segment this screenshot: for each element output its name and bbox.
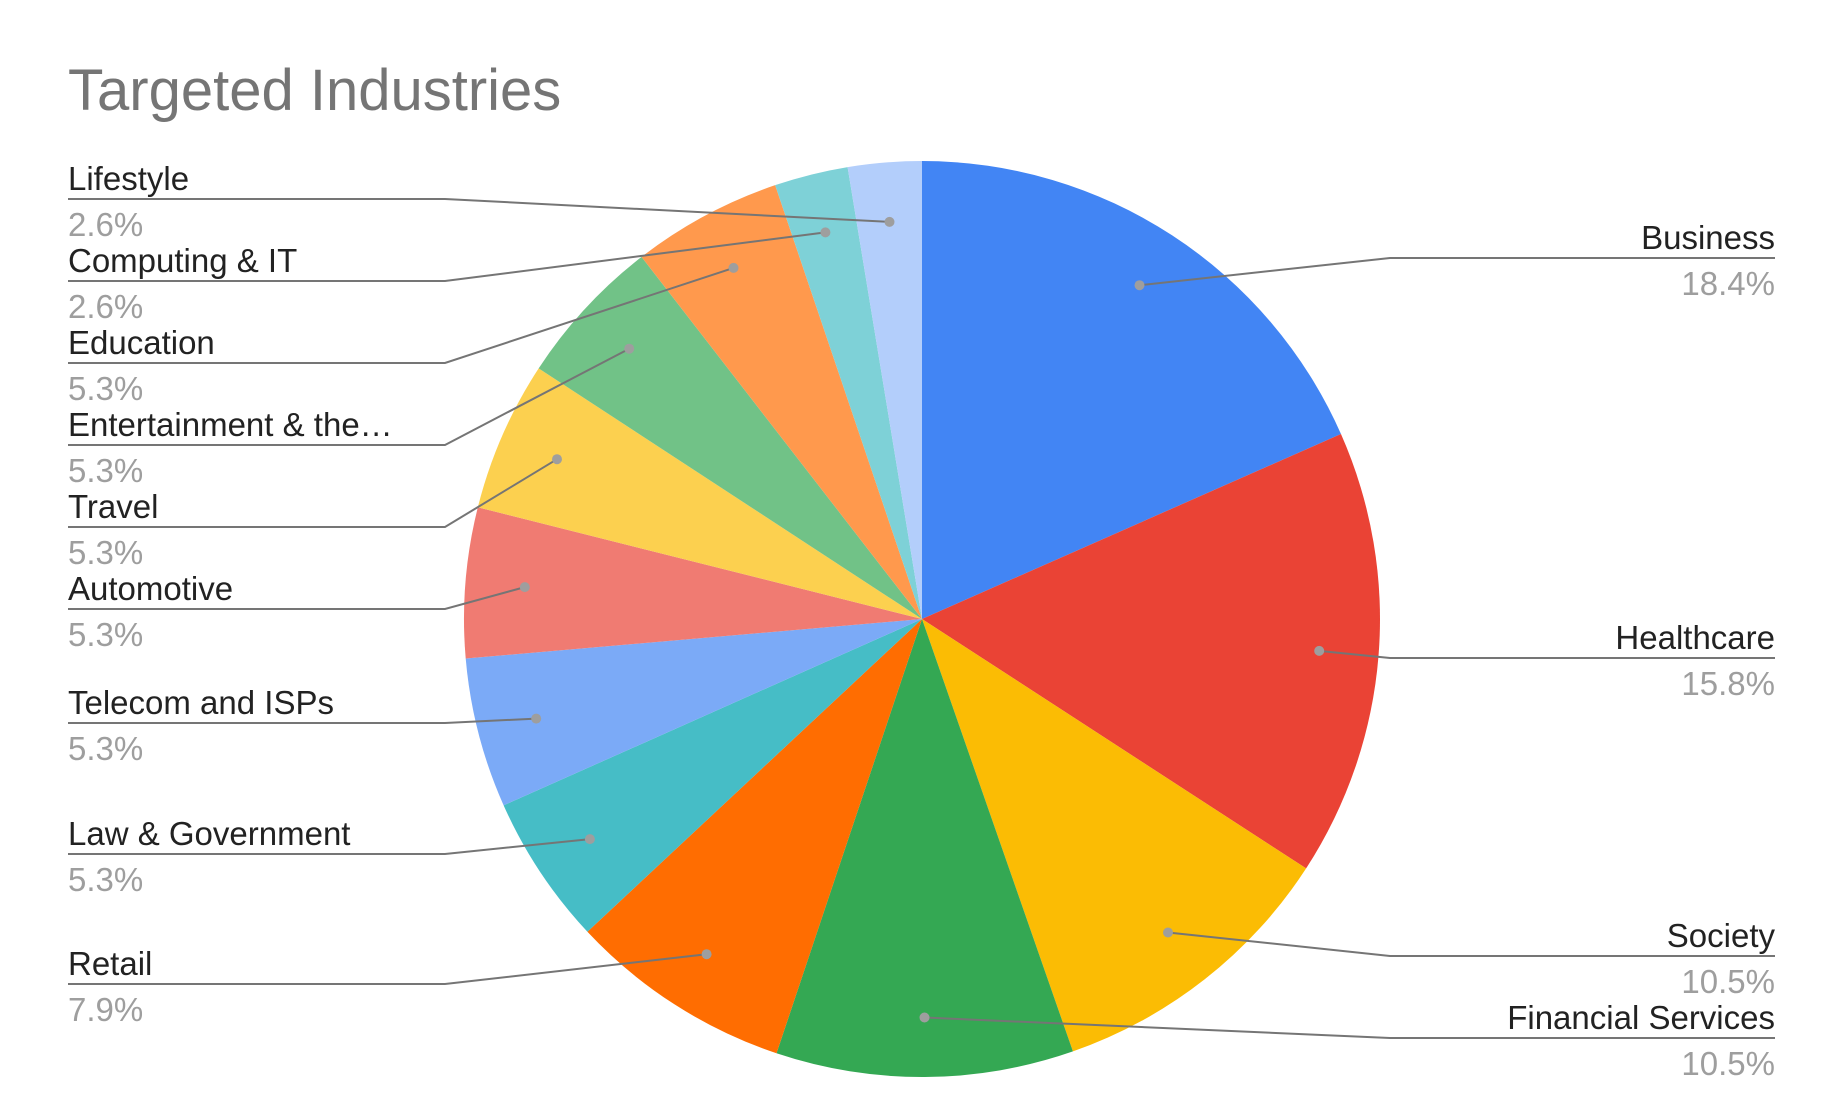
leader-dot-healthcare <box>1314 645 1325 656</box>
slice-labels: Business 18.4% Healthcare 15.8% Society 10.5%… <box>68 160 1775 1082</box>
slice-percent-society: 10.5% <box>1681 963 1775 1000</box>
leader-line-entertainment-the <box>68 347 630 446</box>
leader-dot-entertainment-the <box>624 343 635 354</box>
leader-line-computing-it <box>68 231 826 282</box>
slice-label-entertainment-the: Entertainment & the… <box>68 406 393 443</box>
chart-title: Targeted Industries <box>68 58 561 123</box>
pie-slices <box>463 161 1381 1078</box>
leader-line-law-government <box>68 838 591 855</box>
slice-retail[interactable] <box>587 619 922 1054</box>
leader-dot-society <box>1163 927 1173 938</box>
leader-dot-computing-it <box>820 227 831 238</box>
slice-business[interactable] <box>922 161 1341 619</box>
leader-dot-automotive <box>519 582 530 593</box>
slice-percent-entertainment-the: 5.3% <box>68 452 143 489</box>
slice-law-government[interactable] <box>503 619 922 932</box>
leader-dot-education <box>728 262 739 273</box>
slice-label-education: Education <box>68 324 215 361</box>
leader-line-telecom-and-isps <box>68 717 537 724</box>
leader-dot-telecom-and-isps <box>531 713 542 724</box>
leader-line-business <box>1139 257 1775 287</box>
slice-computing-it[interactable] <box>775 167 922 619</box>
leader-line-financial-services <box>924 1016 1775 1039</box>
slice-percent-healthcare: 15.8% <box>1681 665 1775 702</box>
leader-dot-law-government <box>584 834 595 845</box>
leader-line-society <box>1167 931 1775 957</box>
leader-dot-financial-services <box>919 1012 930 1023</box>
leader-line-lifestyle <box>68 198 890 223</box>
slice-label-society: Society <box>1667 917 1776 954</box>
slice-percent-computing-it: 2.6% <box>68 288 143 325</box>
slice-education[interactable] <box>641 185 922 619</box>
slice-automotive[interactable] <box>463 507 922 659</box>
leader-line-healthcare <box>1319 649 1775 659</box>
slice-entertainment-the[interactable] <box>538 256 922 619</box>
slice-label-computing-it: Computing & IT <box>68 242 297 279</box>
slice-percent-lifestyle: 2.6% <box>68 206 143 243</box>
slice-percent-telecom-and-isps: 5.3% <box>68 730 143 767</box>
slice-travel[interactable] <box>477 368 922 619</box>
slice-percent-travel: 5.3% <box>68 534 143 571</box>
leader-line-education <box>68 266 734 364</box>
slice-percent-financial-services: 10.5% <box>1681 1045 1775 1082</box>
leader-line-travel <box>68 458 558 528</box>
leader-lines <box>68 198 1775 1039</box>
leader-dot-travel <box>552 454 562 465</box>
slice-percent-education: 5.3% <box>68 370 143 407</box>
slice-healthcare[interactable] <box>922 433 1381 869</box>
slice-percent-law-government: 5.3% <box>68 861 143 898</box>
slice-label-travel: Travel <box>68 488 158 525</box>
leader-dot-retail <box>701 949 712 960</box>
leader-line-automotive <box>68 586 526 610</box>
slice-label-retail: Retail <box>68 945 152 982</box>
slice-label-business: Business <box>1641 219 1775 256</box>
slice-financial-services[interactable] <box>776 619 1073 1078</box>
leader-dot-lifestyle <box>884 216 895 227</box>
slice-percent-automotive: 5.3% <box>68 616 143 653</box>
slice-society[interactable] <box>922 619 1307 1052</box>
leader-dot-business <box>1134 280 1145 291</box>
slice-percent-retail: 7.9% <box>68 991 143 1028</box>
slice-percent-business: 18.4% <box>1681 265 1775 302</box>
slice-lifestyle[interactable] <box>847 161 922 619</box>
slice-label-lifestyle: Lifestyle <box>68 160 189 197</box>
slice-telecom-and-isps[interactable] <box>465 619 922 806</box>
slice-label-healthcare: Healthcare <box>1615 619 1775 656</box>
slice-label-telecom-and-isps: Telecom and ISPs <box>68 684 334 721</box>
slice-label-law-government: Law & Government <box>68 815 350 852</box>
slice-label-financial-services: Financial Services <box>1507 999 1775 1036</box>
leader-line-retail <box>68 953 707 985</box>
slice-label-automotive: Automotive <box>68 570 233 607</box>
